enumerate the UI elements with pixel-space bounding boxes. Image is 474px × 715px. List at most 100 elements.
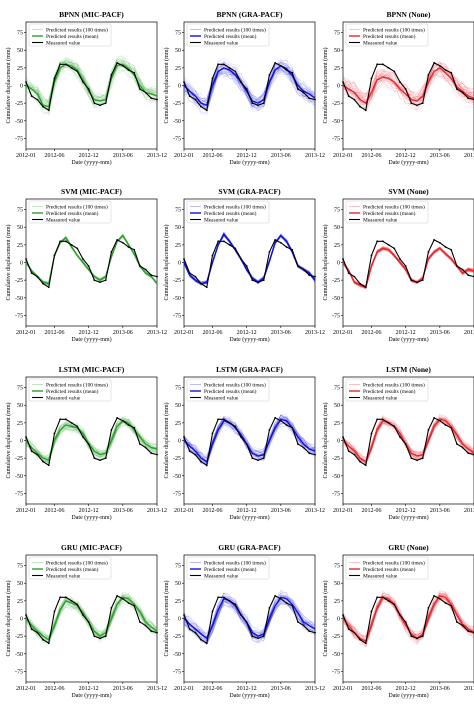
subplot-3: BPNN (None) -75 -50 -25 0 25 50 75 2012-01 2012-0… xyxy=(322,10,474,166)
subplot-title: GRU (GRA-PACF) xyxy=(218,543,281,552)
predicted-run-line xyxy=(25,419,158,459)
measured-point xyxy=(427,74,430,76)
measured-point xyxy=(99,459,101,462)
x-tick-label: 2012-12 xyxy=(237,508,257,514)
predicted-run-line xyxy=(25,65,158,109)
predicted-run-line xyxy=(25,54,158,104)
x-axis-label: Date (yyyy-mm) xyxy=(388,336,428,343)
legend: Predicted results (100 times)Predicted r… xyxy=(28,556,112,579)
measured-point xyxy=(456,621,458,623)
predicted-run-line xyxy=(342,60,474,98)
measured-point xyxy=(183,614,185,616)
measured-point xyxy=(245,443,248,445)
x-tick-label: 2012-12 xyxy=(237,686,257,692)
measured-point xyxy=(268,607,271,609)
measured-point xyxy=(427,251,430,253)
legend-label: Predicted results (mean) xyxy=(46,388,99,395)
legend-label: Measured value xyxy=(46,217,81,223)
measured-point xyxy=(416,104,418,107)
y-tick-label: 50 xyxy=(334,48,340,54)
y-axis-label: Cumulative displacement (mm) xyxy=(163,225,170,301)
measured-point xyxy=(461,446,464,449)
legend: Predicted results (100 times)Predicted r… xyxy=(345,23,429,46)
subplot-title: SVM (GRA-PACF) xyxy=(218,187,281,196)
predicted-run-line xyxy=(183,599,316,644)
measured-point xyxy=(421,635,424,638)
subplot-title: LSTM (None) xyxy=(386,365,431,374)
y-tick-label: -50 xyxy=(15,296,23,302)
measured-point xyxy=(359,105,361,108)
measured-point xyxy=(285,69,288,71)
predicted-run-line xyxy=(342,68,474,111)
x-tick-label: 2012-12 xyxy=(79,686,99,692)
predicted-run-line xyxy=(25,596,158,637)
x-tick-label: 2013-06 xyxy=(430,686,450,692)
legend-box xyxy=(186,200,270,224)
measured-point xyxy=(47,109,50,112)
y-tick-label: 50 xyxy=(17,403,23,409)
measured-point xyxy=(314,98,316,101)
measured-point xyxy=(274,595,277,597)
legend-label: Predicted results (mean) xyxy=(46,33,99,40)
y-tick-label: -50 xyxy=(173,652,181,658)
x-tick-label: 2012-06 xyxy=(361,508,381,514)
measured-point xyxy=(47,464,50,467)
measured-point xyxy=(279,64,282,67)
predicted-run-line xyxy=(25,56,158,105)
x-tick-label: 2012-01 xyxy=(333,330,353,336)
y-tick-label: -50 xyxy=(173,474,181,480)
predicted-run-line xyxy=(342,74,474,109)
predicted-run-line xyxy=(342,73,474,110)
x-tick-label: 2013-06 xyxy=(430,508,450,514)
measured-point xyxy=(262,102,265,105)
measured-point xyxy=(156,631,158,634)
predicted-run-line xyxy=(342,417,474,457)
measured-point xyxy=(144,91,147,94)
measured-point xyxy=(387,421,390,424)
x-axis-label: Date (yyyy-mm) xyxy=(229,692,269,699)
measured-point xyxy=(308,97,311,100)
y-tick-label: -50 xyxy=(15,474,23,480)
measured-point xyxy=(421,457,424,460)
y-tick-label: 0 xyxy=(20,439,23,445)
measured-point xyxy=(110,429,113,431)
measured-point xyxy=(370,77,373,80)
measured-point xyxy=(297,443,299,445)
measured-point xyxy=(308,630,311,633)
measured-point xyxy=(433,417,436,419)
measured-point xyxy=(376,240,379,243)
measured-point xyxy=(217,63,220,66)
measured-point xyxy=(150,274,153,277)
y-tick-label: 0 xyxy=(337,261,340,267)
measured-point xyxy=(76,247,79,250)
measured-point xyxy=(410,102,413,105)
measured-point xyxy=(297,88,299,90)
measured-point xyxy=(421,102,424,105)
y-tick-label: 75 xyxy=(334,564,340,570)
measured-point xyxy=(53,610,56,613)
measured-point xyxy=(116,595,119,597)
predicted-run-line xyxy=(342,594,474,638)
legend-label: Predicted results (mean) xyxy=(363,566,416,573)
legend-label: Measured value xyxy=(46,573,81,579)
measured-point xyxy=(156,98,158,101)
x-tick-label: 2012-06 xyxy=(44,330,64,336)
measured-point xyxy=(433,595,436,597)
legend-label: Measured value xyxy=(46,40,81,46)
measured-point xyxy=(144,446,147,449)
measured-point xyxy=(353,98,356,101)
legend-label: Measured value xyxy=(46,395,81,401)
measured-point xyxy=(376,418,379,421)
measured-point xyxy=(116,417,119,419)
measured-point xyxy=(127,246,130,248)
measured-point xyxy=(404,265,407,267)
legend-label: Measured value xyxy=(204,217,239,223)
predicted-run-line xyxy=(342,67,474,106)
predicted-run-line xyxy=(342,69,474,107)
measured-point xyxy=(76,425,79,428)
predicted-run-line xyxy=(342,416,474,462)
y-tick-label: -75 xyxy=(15,136,23,142)
measured-point xyxy=(353,631,356,634)
x-tick-label: 2012-01 xyxy=(333,686,353,692)
measured-point xyxy=(364,286,367,289)
